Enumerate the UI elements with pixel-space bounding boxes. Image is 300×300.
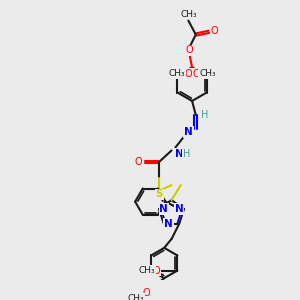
- Text: H: H: [183, 149, 190, 159]
- Text: H: H: [202, 110, 209, 120]
- Text: CH₃: CH₃: [128, 294, 145, 300]
- Text: N: N: [175, 149, 183, 159]
- Text: CH₃: CH₃: [168, 69, 185, 78]
- Text: N: N: [159, 204, 168, 214]
- Text: N: N: [164, 219, 173, 229]
- Text: O: O: [135, 157, 142, 167]
- Text: O: O: [211, 26, 218, 36]
- Text: CH₃: CH₃: [180, 10, 196, 19]
- Text: O: O: [143, 288, 150, 298]
- Text: O: O: [184, 69, 192, 79]
- Text: N: N: [184, 127, 193, 137]
- Text: CH₃: CH₃: [138, 266, 155, 275]
- Text: N: N: [175, 204, 184, 214]
- Text: CH₃: CH₃: [199, 69, 216, 78]
- Text: S: S: [156, 190, 163, 200]
- Text: O: O: [185, 46, 193, 56]
- Text: O: O: [153, 266, 160, 276]
- Text: O: O: [192, 69, 200, 79]
